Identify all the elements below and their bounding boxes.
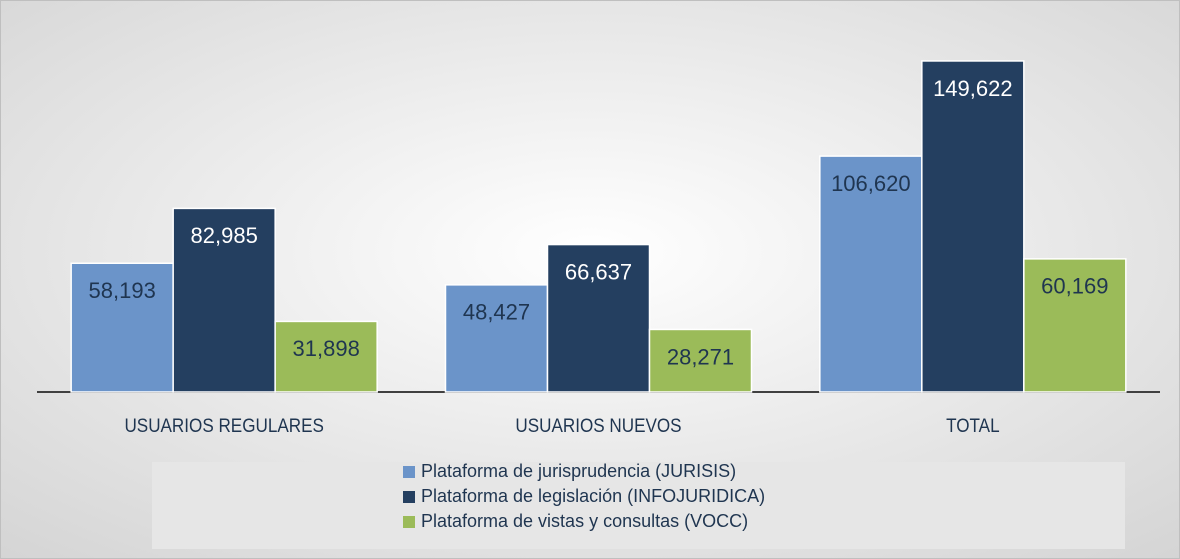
legend-label: Plataforma de legislación (INFOJURIDICA) xyxy=(421,486,765,506)
data-label: 28,271 xyxy=(667,344,734,369)
data-label: 58,193 xyxy=(89,278,156,303)
data-label: 66,637 xyxy=(565,259,632,284)
data-label: 48,427 xyxy=(463,300,530,325)
legend-swatch xyxy=(403,466,415,478)
bar xyxy=(172,207,276,393)
bar xyxy=(274,320,378,393)
data-label: 60,169 xyxy=(1041,274,1108,299)
data-label: 31,898 xyxy=(293,336,360,361)
legend-label: Plataforma de jurisprudencia (JURISIS) xyxy=(421,461,736,481)
bar xyxy=(444,284,549,393)
x-tick-label: USUARIOS REGULARES xyxy=(124,415,323,436)
bar xyxy=(70,262,174,393)
x-tick-label: TOTAL xyxy=(946,415,999,436)
data-label: 82,985 xyxy=(191,223,258,248)
bar xyxy=(921,60,1025,393)
x-tick-label: USUARIOS NUEVOS xyxy=(515,415,681,436)
data-label: 149,622 xyxy=(933,76,1013,101)
legend-label: Plataforma de vistas y consultas (VOCC) xyxy=(421,511,748,531)
bar xyxy=(1023,258,1127,393)
legend-box xyxy=(152,462,1125,549)
data-label: 106,620 xyxy=(831,171,911,196)
legend-swatch xyxy=(403,491,415,503)
bar xyxy=(546,243,651,393)
bar xyxy=(648,328,753,393)
legend-swatch xyxy=(403,516,415,528)
